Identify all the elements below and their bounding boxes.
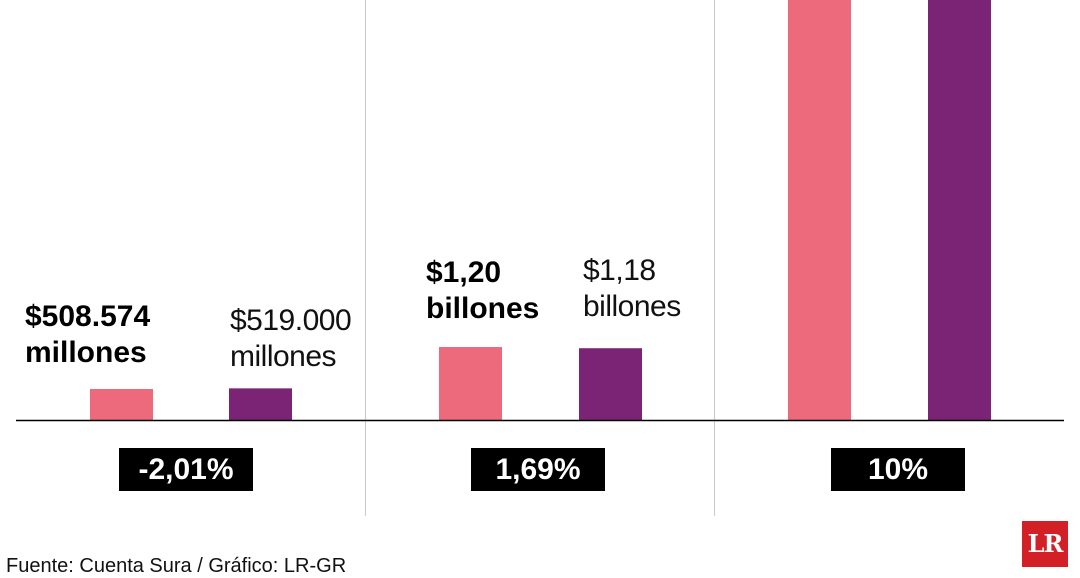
change-badge-group3: 10%: [831, 448, 965, 491]
bar-label-line: $1,20: [426, 256, 502, 289]
bar-label-line: billones: [426, 292, 540, 325]
bar-group1-series1: [90, 389, 153, 420]
bar-label-line: $508.574: [25, 300, 151, 333]
bar-label-line: millones: [230, 340, 337, 373]
bar-label-group2-second: $1,18 billones: [583, 253, 681, 325]
bar-label-line: millones: [25, 336, 147, 369]
change-badge-group1: -2,01%: [119, 448, 253, 491]
bar-label-line: billones: [583, 290, 681, 323]
bar-group2-series2: [579, 348, 642, 420]
bar-label-line: $1,18: [583, 254, 656, 287]
bar-group1-series2: [229, 388, 292, 420]
bar-group2-series1: [439, 347, 502, 420]
bar-group3-series1: [788, 0, 851, 420]
bar-label-group2-first: $1,20 billones: [426, 255, 539, 327]
lr-logo: LR: [1022, 521, 1068, 567]
change-badge-group2: 1,69%: [471, 448, 605, 491]
bar-label-group1-first: $508.574 millones: [25, 299, 150, 371]
bar-label-line: $519.000: [230, 304, 352, 337]
bar-label-group1-second: $519.000 millones: [230, 303, 352, 375]
bar-group3-series2: [928, 0, 991, 420]
